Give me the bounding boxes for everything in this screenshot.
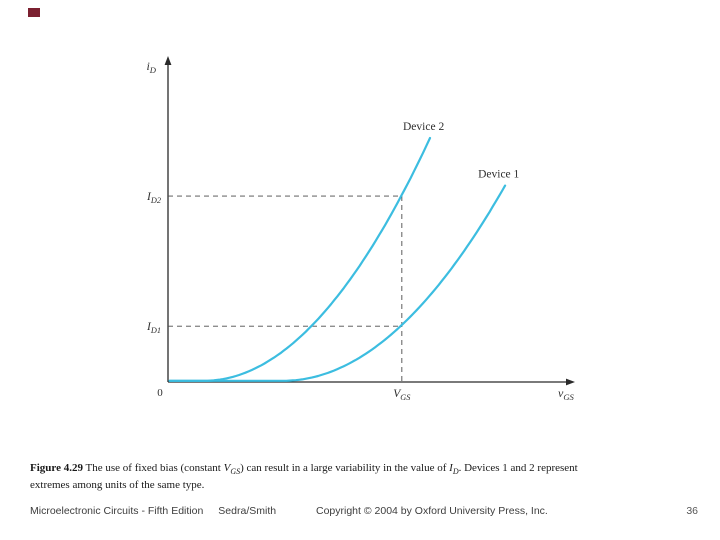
slide-corner-mark — [28, 8, 40, 17]
caption-text-3: . Devices 1 and 2 represent extremes amo… — [30, 462, 578, 492]
caption-var-id: ID — [449, 462, 459, 477]
y-tick-label-d2: ID2 — [146, 191, 161, 205]
footer-left-group: Microelectronic Circuits - Fifth Edition… — [30, 505, 276, 517]
series-label-device-2: Device 2 — [403, 121, 444, 133]
footer-copyright: Copyright © 2004 by Oxford University Pr… — [316, 505, 548, 517]
caption-text-2: ) can result in a large variability in t… — [240, 462, 450, 474]
footer-page-number: 36 — [686, 505, 698, 517]
y-axis-label: iD — [146, 59, 156, 75]
origin-label: 0 — [157, 387, 163, 399]
curve-device-1 — [168, 184, 507, 382]
x-axis-label: vGS — [558, 386, 575, 402]
y-tick-label-d1: ID1 — [146, 321, 161, 335]
device-curves-chart: iD vGS 0 ID2 ID1 VGS Device 2 Device 1 — [146, 56, 575, 402]
figure-caption: Figure 4.29 The use of fixed bias (const… — [30, 460, 578, 494]
footer-book-title: Microelectronic Circuits - Fifth Edition — [30, 505, 204, 517]
chart-svg: iD vGS 0 ID2 ID1 VGS Device 2 Device 1 — [146, 56, 575, 402]
footer-authors: Sedra/Smith — [218, 505, 277, 517]
slide-footer: Microelectronic Circuits - Fifth Edition… — [0, 505, 720, 523]
caption-var-vgs: VGS — [223, 462, 241, 477]
figure-label: Figure 4.29 — [30, 462, 83, 474]
caption-text-1: The use of fixed bias (constant — [82, 462, 224, 474]
series-label-device-1: Device 1 — [478, 169, 519, 181]
x-axis-arrow — [566, 378, 575, 386]
y-axis-arrow — [164, 56, 172, 65]
curve-device-2 — [168, 136, 432, 382]
x-tick-label-gs: VGS — [393, 388, 411, 402]
